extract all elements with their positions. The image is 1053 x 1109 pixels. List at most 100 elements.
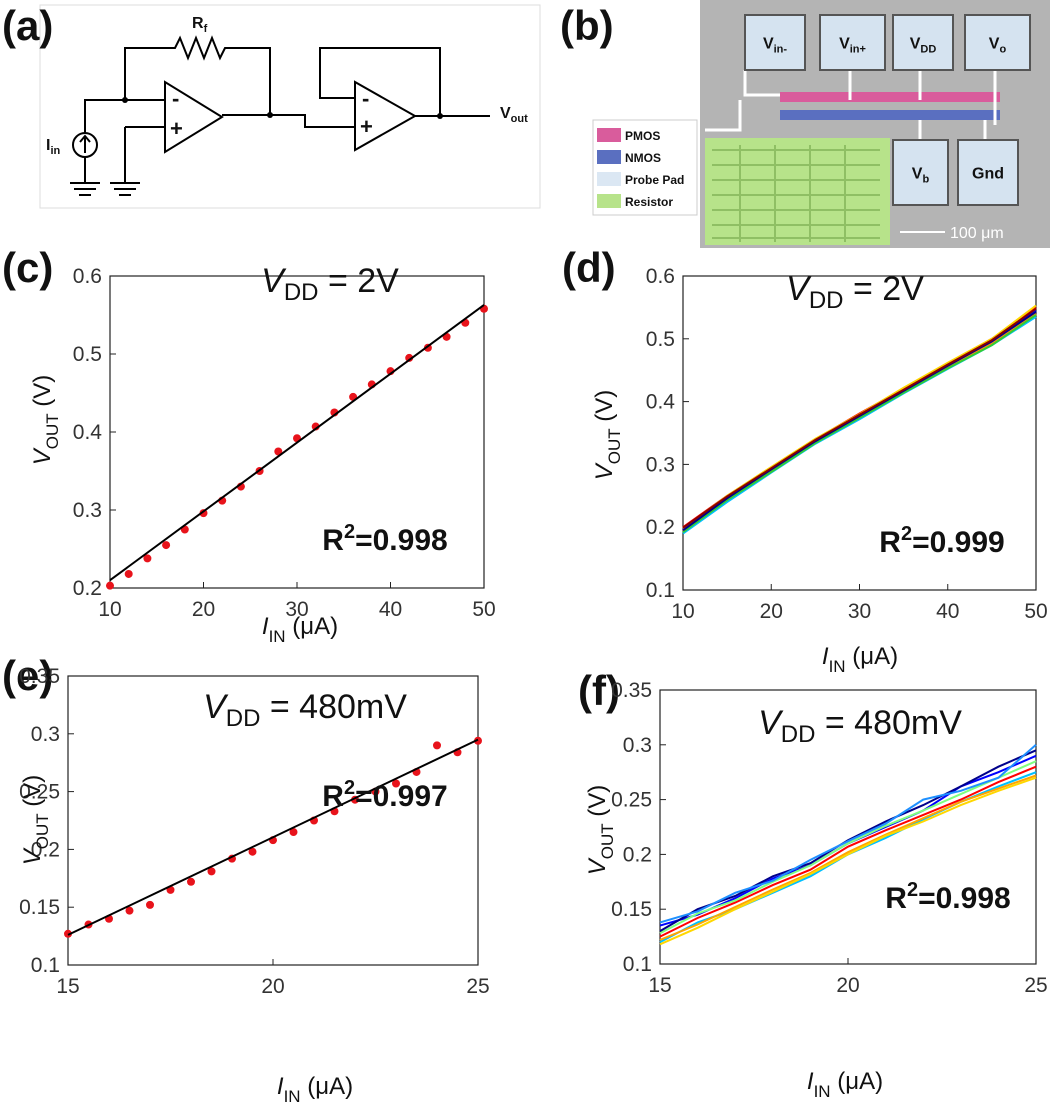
data-point [125,570,133,578]
vout-main: V [500,105,511,122]
annotation-rest: = 2V [844,270,925,308]
wire [85,38,490,183]
r2-rest: =0.997 [355,780,448,813]
ylabel-sub: OUT [605,428,624,464]
xlabel-rest: (μA) [301,1073,354,1100]
r2-text: R2=0.999 [879,523,1004,559]
r2-main: R [885,882,907,915]
ylabel-rest: (V) [29,375,56,414]
probe-pad [745,15,805,70]
xlabel-sub: IN [269,627,286,646]
panel-label: (c) [2,244,53,291]
pad-sub: in- [774,44,788,56]
pad-sub: in+ [850,44,866,56]
y-tick-label: 0.3 [73,499,102,522]
y-tick-label: 0.5 [73,343,102,366]
r2-text: R2=0.998 [322,521,447,557]
panel-label: (b) [560,2,614,49]
legend-label: Probe Pad [625,173,684,187]
ylabel-sub: OUT [43,413,62,449]
ylabel-sub: OUT [598,823,617,859]
annotation-sub: DD [781,721,816,748]
x-tick-label: 20 [836,974,859,997]
node [122,97,128,103]
xlabel-text: IIN (μA) [807,1068,883,1101]
ground [70,183,140,195]
annotation-rest: = 480mV [815,704,962,742]
ylabel-text: VOUT (V) [591,390,624,481]
legend-swatch [597,128,621,142]
r2-main: R [322,780,344,813]
x-tick-label: 50 [1024,600,1047,623]
y-tick-label: 0.1 [623,953,652,976]
x-tick-label: 25 [466,975,489,998]
ylabel-rest: (V) [19,775,46,814]
annotation-rest: = 2V [319,262,400,300]
data-line [660,778,1036,945]
r2-sup: 2 [344,521,355,543]
xlabel-rest: (μA) [846,643,899,670]
ylabel-rest: (V) [591,390,618,429]
annotation-text: VDD = 480mV [758,704,962,748]
y-tick-label: 0.3 [646,453,675,476]
iin-sub: in [50,145,60,157]
y-tick-label: 0.2 [623,843,652,866]
y-tick-label: 0.4 [646,391,676,414]
legend-label: NMOS [625,151,661,165]
annotation-sub: DD [809,287,844,314]
panel-label: (d) [562,244,616,291]
y-tick-label: 0.3 [31,723,60,746]
x-tick-label: 25 [1024,974,1047,997]
resistor-area [705,138,890,245]
scale-label: 100 μm [950,225,1004,242]
annotation-text: VDD = 480mV [203,688,407,732]
y-tick-label: 0.6 [646,265,675,288]
y-tick-label: 0.2 [73,577,102,600]
pad-main: V [910,36,921,53]
legend-label: PMOS [625,129,660,143]
annotation-sub: DD [284,279,319,306]
pad-label: Gnd [972,166,1004,183]
pad-sub: DD [920,44,936,56]
r2-text: R2=0.997 [322,777,447,813]
data-point [146,901,154,909]
data-point [106,582,114,590]
y-tick-label: 0.15 [611,898,652,921]
xlabel-text: IIN (μA) [262,613,338,646]
xlabel-rest: (μA) [831,1068,884,1095]
data-line [660,776,1036,940]
x-tick-label: 40 [936,600,959,623]
y-tick-label: 0.2 [646,516,675,539]
r2-sup: 2 [344,777,355,799]
pad-main: V [763,36,774,53]
r2-sup: 2 [907,879,918,901]
xlabel-text: IIN (μA) [822,643,898,676]
y-tick-label: 0.4 [73,421,103,444]
annotation-text: VDD = 2V [261,262,399,306]
data-point [162,541,170,549]
panel-frame [40,5,540,208]
pin-label: - [362,86,369,111]
x-tick-label: 50 [472,598,495,621]
r2-main: R [322,524,344,557]
ylabel-text: VOUT (V) [29,375,62,466]
x-tick-label: 15 [56,975,79,998]
x-tick-label: 20 [760,600,783,623]
annotation-text: VDD = 2V [786,270,924,314]
x-tick-label: 20 [192,598,215,621]
r2-text: R2=0.998 [885,879,1010,915]
vout-label: Vout [500,105,528,125]
r2-rest: =0.999 [912,526,1005,559]
x-tick-label: 20 [261,975,284,998]
rf-sub: f [204,23,208,35]
r2-sup: 2 [901,523,912,545]
vout-sub: out [511,113,528,125]
node [267,112,273,118]
y-tick-label: 0.3 [623,734,652,757]
legend-swatch [597,150,621,164]
probe-pad [893,15,953,70]
xlabel-text: IIN (μA) [277,1073,353,1106]
y-tick-label: 0.5 [646,328,675,351]
xlabel-sub: IN [829,657,846,676]
